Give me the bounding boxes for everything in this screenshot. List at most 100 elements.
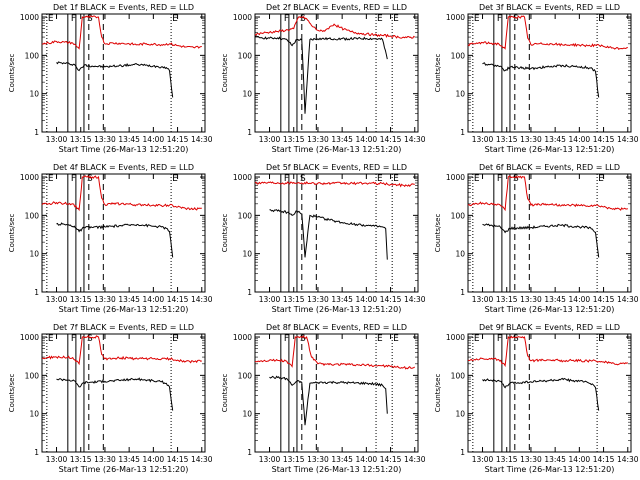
x-axis-label: Start Time (26-Mar-13 12:51:20): [59, 145, 189, 154]
marker-label-f: F: [284, 334, 289, 344]
lld-series-line: [254, 15, 416, 39]
lld-series-line: [41, 175, 202, 212]
marker-label-e-end: E: [598, 334, 604, 344]
marker-label-e: E: [377, 174, 383, 184]
y-axis-label: Counts/sec: [8, 374, 16, 413]
x-tick-label: 13:30: [307, 455, 329, 464]
x-tick-label: 13:00: [46, 455, 68, 464]
marker-label-e-end: E: [172, 174, 178, 184]
x-tick-label: 14:15: [167, 295, 189, 304]
x-tick-label: 14:30: [191, 135, 213, 144]
x-tick-label: 13:45: [544, 455, 566, 464]
marker-label-e: E: [48, 14, 54, 24]
marker-label-f: F: [497, 174, 502, 184]
y-tick-label: 1000: [20, 333, 39, 342]
y-axis-label: Counts/sec: [221, 374, 229, 413]
x-tick-label: 13:30: [520, 135, 542, 144]
marker-label-e-end: E: [598, 174, 604, 184]
detector-panel-6: Det 6f BLACK = Events, RED = LLD 1 10 100 10…: [434, 163, 639, 314]
x-tick-label: 13:30: [94, 135, 116, 144]
plot-frame: [467, 333, 632, 453]
marker-label-e-end: E: [393, 334, 399, 344]
y-axis-label: Counts/sec: [221, 214, 229, 253]
marker-label-f: F: [497, 14, 502, 24]
x-tick-label: 13:00: [472, 135, 494, 144]
x-tick-label: 14:00: [356, 455, 378, 464]
y-tick-label: 1000: [446, 333, 465, 342]
x-tick-label: 14:15: [593, 455, 615, 464]
y-tick-label: 1000: [446, 173, 465, 182]
y-tick-label: 1000: [233, 173, 252, 182]
lld-series-line: [467, 335, 629, 368]
events-series-line: [56, 377, 174, 411]
marker-label-e: E: [474, 14, 480, 24]
x-tick-label: 13:00: [472, 455, 494, 464]
marker-label-e: E: [377, 14, 383, 24]
y-tick-label: 1000: [233, 13, 252, 22]
x-tick-label: 14:00: [143, 455, 165, 464]
x-tick-label: 14:00: [569, 295, 591, 304]
x-axis-label: Start Time (26-Mar-13 12:51:20): [485, 465, 615, 474]
y-tick-label: 10: [455, 90, 465, 99]
events-series-line: [254, 35, 388, 114]
marker-label-s: S: [513, 174, 519, 184]
panel-title: Det 1f BLACK = Events, RED = LLD: [53, 3, 194, 12]
x-tick-label: 14:15: [380, 295, 402, 304]
events-series-line: [482, 223, 600, 258]
marker-label-e: E: [48, 174, 54, 184]
x-tick-label: 13:00: [259, 295, 281, 304]
x-tick-label: 14:15: [167, 455, 189, 464]
x-tick-label: 13:00: [259, 455, 281, 464]
x-axis-label: Start Time (26-Mar-13 12:51:20): [272, 145, 402, 154]
events-series-line: [56, 222, 174, 258]
marker-label-s: S: [513, 334, 519, 344]
panel-title: Det 7f BLACK = Events, RED = LLD: [53, 323, 194, 332]
marker-label-e-end: E: [393, 174, 399, 184]
lld-series-line: [467, 15, 628, 51]
x-tick-label: 14:15: [380, 135, 402, 144]
y-tick-label: 1000: [20, 173, 39, 182]
y-tick-label: 100: [451, 211, 466, 220]
y-tick-label: 100: [238, 211, 253, 220]
y-tick-label: 10: [242, 250, 252, 259]
marker-label-f: F: [497, 334, 502, 344]
detector-panel-5: Det 5f BLACK = Events, RED = LLD 1 10 100 10…: [221, 163, 426, 314]
marker-label-s: S: [87, 334, 93, 344]
x-axis-label: Start Time (26-Mar-13 12:51:20): [272, 305, 402, 314]
x-tick-label: 14:30: [617, 295, 639, 304]
events-series-line: [269, 209, 388, 260]
y-tick-label: 100: [238, 51, 253, 60]
y-tick-label: 1: [460, 448, 465, 457]
x-tick-label: 14:30: [404, 135, 426, 144]
y-axis-label: Counts/sec: [434, 374, 442, 413]
x-tick-label: 14:00: [569, 135, 591, 144]
x-tick-label: 14:30: [617, 455, 639, 464]
panel-title: Det 3f BLACK = Events, RED = LLD: [479, 3, 620, 12]
lld-series-line: [41, 335, 203, 366]
marker-label-e: E: [474, 334, 480, 344]
marker-label-e: E: [377, 334, 383, 344]
marker-label-f: F: [71, 14, 76, 24]
panel-title: Det 2f BLACK = Events, RED = LLD: [266, 3, 407, 12]
y-tick-label: 10: [242, 410, 252, 419]
y-tick-label: 100: [451, 371, 466, 380]
x-axis-label: Start Time (26-Mar-13 12:51:20): [272, 465, 402, 474]
lld-series-line: [254, 181, 415, 188]
x-tick-label: 13:00: [46, 135, 68, 144]
y-tick-label: 10: [29, 90, 39, 99]
marker-label-f: F: [284, 14, 289, 24]
x-axis-label: Start Time (26-Mar-13 12:51:20): [485, 145, 615, 154]
x-tick-label: 13:15: [496, 455, 518, 464]
detector-panel-2: Det 2f BLACK = Events, RED = LLD 1 10 100 10…: [221, 3, 426, 154]
lld-series-line: [254, 335, 416, 370]
x-tick-label: 14:00: [569, 455, 591, 464]
x-tick-label: 14:00: [356, 295, 378, 304]
x-axis-label: Start Time (26-Mar-13 12:51:20): [59, 305, 189, 314]
marker-label-e: E: [48, 334, 54, 344]
y-tick-label: 1: [34, 128, 39, 137]
marker-label-s: S: [87, 14, 93, 24]
plot-frame: [41, 173, 206, 293]
y-tick-label: 10: [455, 410, 465, 419]
y-tick-label: 1: [247, 288, 252, 297]
x-tick-label: 14:00: [356, 135, 378, 144]
